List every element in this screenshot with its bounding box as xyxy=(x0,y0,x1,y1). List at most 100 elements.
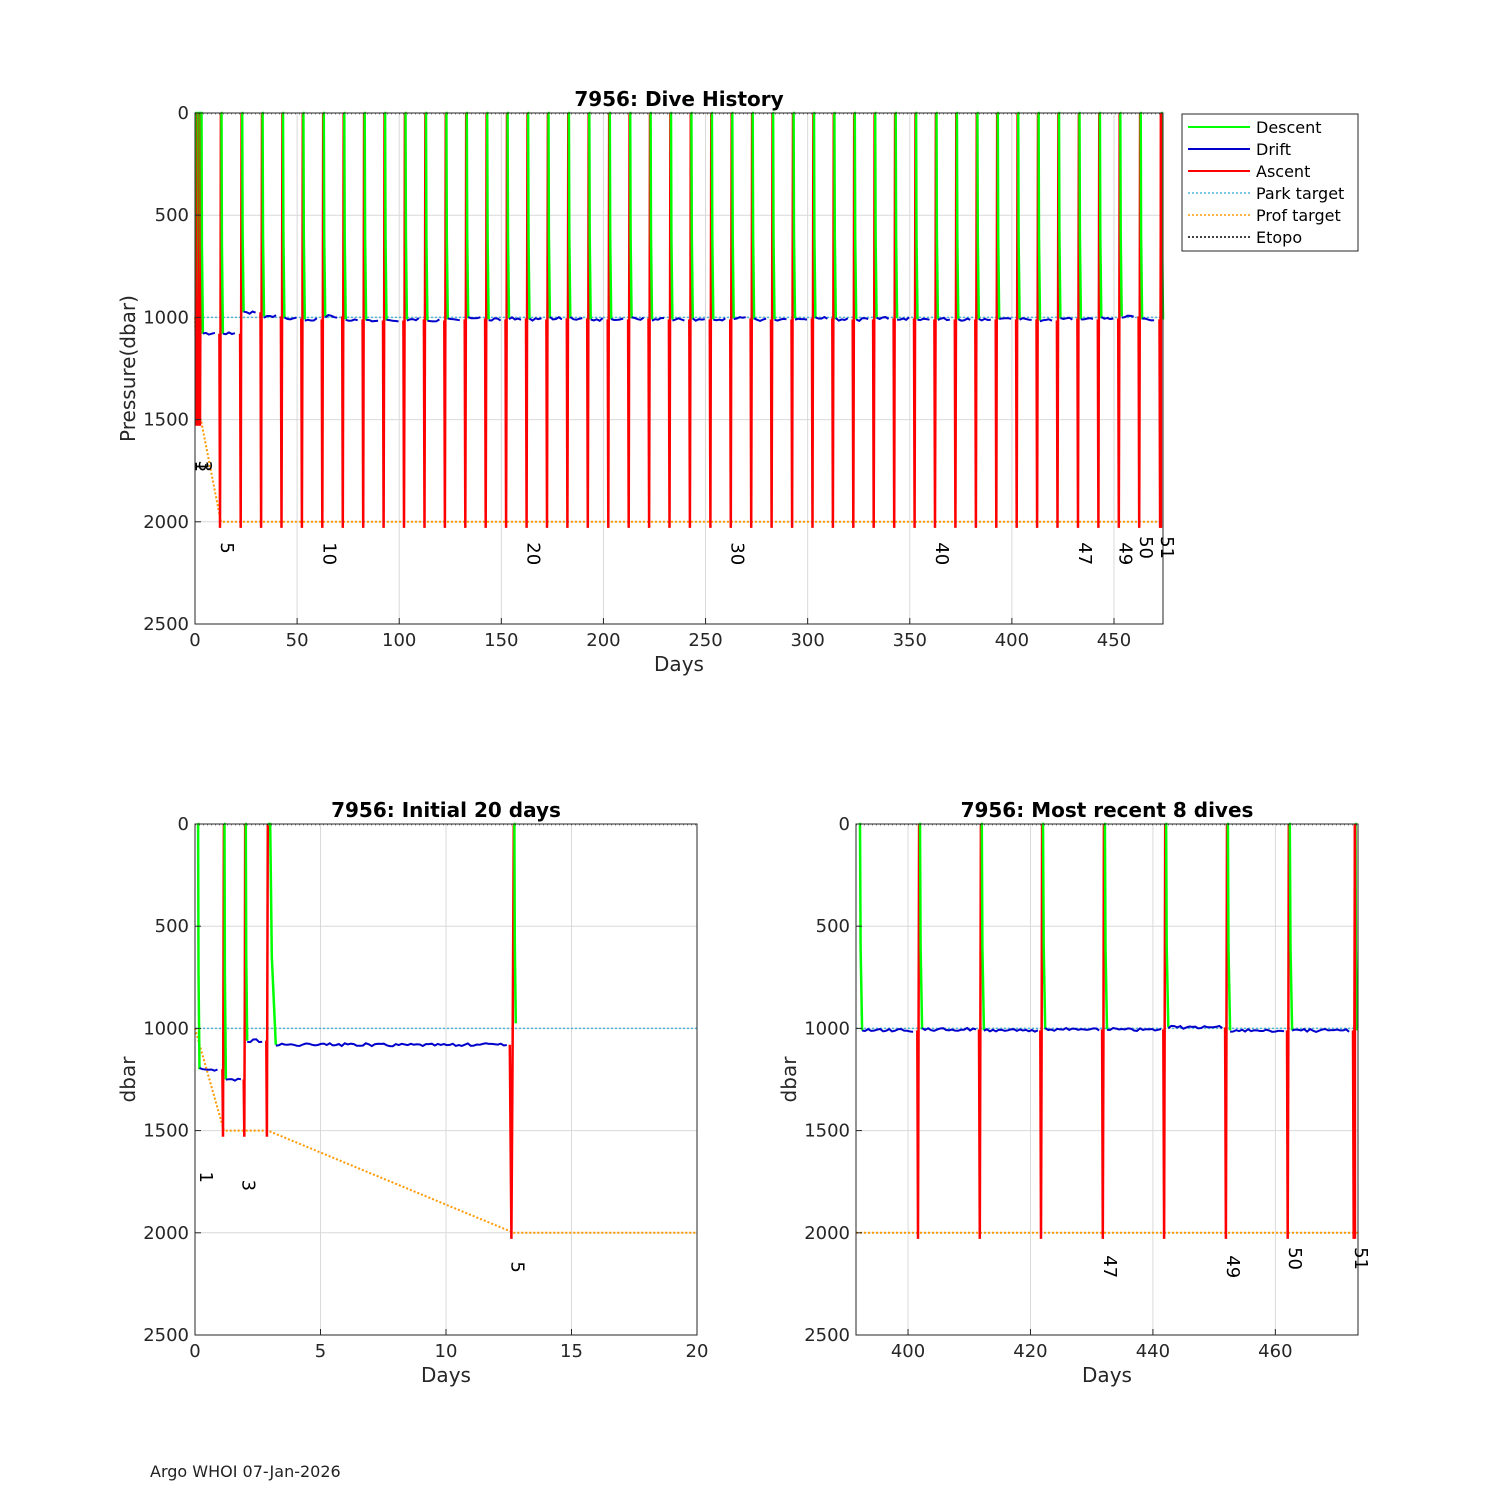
x-tick-label: 50 xyxy=(286,630,309,651)
drift-line xyxy=(225,1077,242,1082)
drift-line xyxy=(1167,1024,1223,1030)
drift-line xyxy=(917,317,930,322)
drift-line xyxy=(672,317,685,322)
dive-number-label: 51 xyxy=(1350,1247,1371,1270)
drift-line xyxy=(1019,317,1032,321)
y-tick-label: 2500 xyxy=(804,1325,850,1346)
x-tick-label: 20 xyxy=(686,1341,709,1362)
legend: Descent Drift Ascent Park target Prof target… xyxy=(1181,113,1359,252)
x-tick-label: 100 xyxy=(382,630,416,651)
drift-line xyxy=(488,317,502,322)
y-axis-label: Pressure(dbar) xyxy=(116,295,140,442)
x-tick-label: 5 xyxy=(315,1341,326,1362)
ascent-line xyxy=(977,823,983,1239)
drift-line xyxy=(243,310,256,315)
x-tick-label: 150 xyxy=(484,630,518,651)
drift-line xyxy=(1039,318,1053,323)
footer-credit: Argo WHOI 07-Jan-2026 xyxy=(150,1462,341,1481)
drift-line xyxy=(1121,314,1134,319)
drift-line xyxy=(876,316,890,321)
dive-number-label: 47 xyxy=(1099,1255,1120,1278)
drift-line xyxy=(897,316,910,321)
drift-line xyxy=(978,317,991,322)
y-axis-label: dbar xyxy=(777,1056,801,1103)
drift-line xyxy=(835,317,849,322)
drift-line xyxy=(324,314,338,319)
dive-number-label: 50 xyxy=(1284,1247,1305,1270)
y-tick-label: 2500 xyxy=(143,614,189,635)
ascent-line xyxy=(1162,823,1167,1239)
x-tick-label: 400 xyxy=(995,630,1029,651)
x-tick-label: 10 xyxy=(435,1341,458,1362)
y-tick-label: 1000 xyxy=(804,1018,850,1039)
drift-line xyxy=(921,1026,977,1032)
y-tick-label: 1500 xyxy=(143,1121,189,1142)
drift-line xyxy=(1291,1027,1350,1033)
drift-line xyxy=(247,1038,263,1044)
legend-label-etopo: Etopo xyxy=(1256,228,1302,247)
drift-line xyxy=(753,317,767,322)
drift-line xyxy=(222,331,236,336)
y-tick-label: 2500 xyxy=(143,1325,189,1346)
drift-line xyxy=(631,316,645,321)
ascent-line xyxy=(508,823,516,1239)
plot-area xyxy=(195,113,1163,624)
y-tick-label: 2000 xyxy=(804,1223,850,1244)
x-tick-label: 350 xyxy=(893,630,927,651)
drift-line xyxy=(199,1067,218,1072)
drift-line xyxy=(1100,316,1114,321)
drift-line xyxy=(569,316,583,321)
drift-line xyxy=(427,318,440,323)
dive-number-label: 47 xyxy=(1074,542,1095,565)
x-tick-label: 440 xyxy=(1136,1341,1170,1362)
drift-line xyxy=(549,315,563,321)
dive-history-axes: 0 50 100 150 200 250 300 350 400 4500500100015002… xyxy=(116,87,1177,676)
dive-number-label: 40 xyxy=(931,542,952,565)
x-tick-label: 0 xyxy=(189,1341,200,1362)
ascent-line xyxy=(916,823,921,1239)
recent-dives-axes: 400 420 440 460 0 500 1000 1500 2000 2500 7956: Mo… xyxy=(777,798,1371,1387)
y-axis-label: dbar xyxy=(116,1056,140,1103)
drift-line xyxy=(304,317,318,322)
drift-line xyxy=(610,317,624,322)
ascent-line xyxy=(265,823,270,1137)
x-tick-label: 450 xyxy=(1097,630,1131,651)
dive-number-label: 51 xyxy=(1156,536,1177,559)
dive-number-label: 3 xyxy=(238,1180,259,1191)
dive-number-label: 3 xyxy=(194,460,215,471)
axes-frame xyxy=(855,823,1359,1336)
drift-line xyxy=(1230,1027,1285,1033)
dive-number-label: 5 xyxy=(216,542,237,553)
drift-line xyxy=(1080,317,1094,321)
chart-title: 7956: Initial 20 days xyxy=(331,798,561,822)
x-tick-label: 250 xyxy=(688,630,722,651)
legend-label-ascent: Ascent xyxy=(1256,162,1310,181)
x-tick-label: 400 xyxy=(891,1341,925,1362)
legend-label-drift: Drift xyxy=(1256,140,1291,159)
drift-line xyxy=(713,317,726,322)
x-tick-label: 420 xyxy=(1013,1341,1047,1362)
drift-line xyxy=(794,317,808,321)
drift-line xyxy=(202,331,216,336)
y-tick-label: 0 xyxy=(178,814,189,835)
drift-line xyxy=(366,318,379,323)
drift-line xyxy=(733,316,746,320)
drift-line xyxy=(651,317,665,322)
x-axis-label: Days xyxy=(1082,1363,1132,1387)
ascent-line xyxy=(1285,823,1291,1239)
drift-line xyxy=(528,317,542,322)
y-tick-label: 2000 xyxy=(143,1223,189,1244)
drift-line xyxy=(263,314,277,319)
x-tick-label: 200 xyxy=(586,630,620,651)
x-tick-label: 15 xyxy=(560,1341,583,1362)
prof-target-line xyxy=(194,1028,697,1234)
legend-label-prof-target: Prof target xyxy=(1256,206,1341,225)
dive-number-label: 5 xyxy=(506,1261,527,1272)
drift-line xyxy=(1060,316,1073,321)
dive-number-label: 49 xyxy=(1115,542,1136,565)
y-tick-label: 500 xyxy=(155,916,189,937)
drift-line xyxy=(861,1027,914,1033)
dive-number-label: 10 xyxy=(318,542,339,565)
